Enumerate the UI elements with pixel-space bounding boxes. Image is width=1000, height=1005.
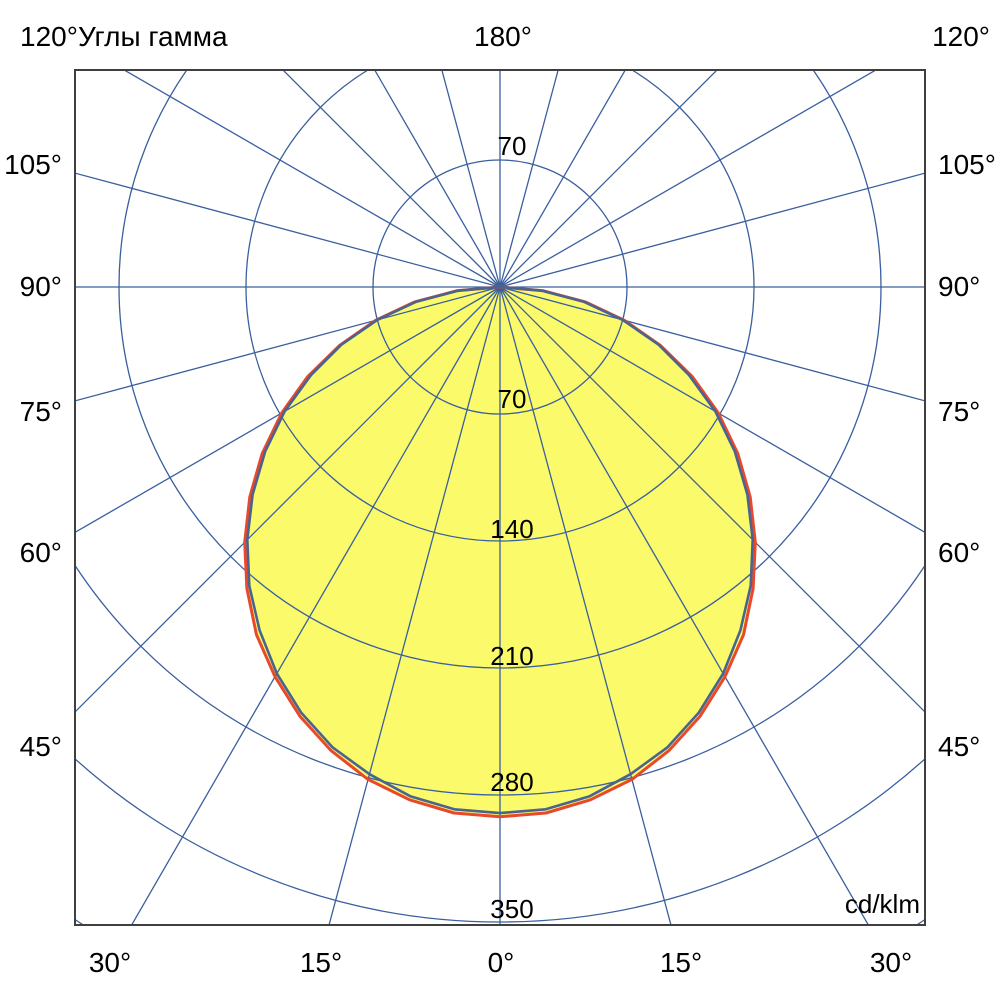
grid-ray <box>130 286 501 925</box>
ring-value-label-210: 210 <box>490 641 533 671</box>
gamma-angle-label-bottom-15L: 15° <box>300 947 342 978</box>
plot-frame <box>74 69 926 926</box>
grid-ray <box>75 286 501 402</box>
ring-value-label-70-top: 70 <box>498 131 527 161</box>
grid-ray <box>75 172 501 288</box>
curve-c90-c270 <box>246 285 754 815</box>
gamma-angle-label-left-75: 75° <box>20 396 62 427</box>
gamma-angle-label-right-90: 90° <box>938 271 980 302</box>
gamma-angle-label-bottom-30L: 30° <box>89 947 131 978</box>
gamma-angle-label-left-90: 90° <box>20 271 62 302</box>
grid-ray <box>328 286 501 925</box>
gamma-angle-label-bottom-30R: 30° <box>870 947 912 978</box>
ring-value-label-140: 140 <box>490 514 533 544</box>
gamma-angle-label-right-45: 45° <box>938 731 980 762</box>
gamma-angle-label-left-105: 105° <box>4 149 62 180</box>
grid-ray <box>499 286 925 402</box>
gamma-angle-label-right-105: 105° <box>938 149 996 180</box>
unit-label: cd/klm <box>845 889 920 919</box>
ring-value-label-350: 350 <box>490 894 533 924</box>
gamma-angle-label-bottom-15R: 15° <box>660 947 702 978</box>
ring-value-label-70-bottom: 70 <box>498 384 527 414</box>
grid-ray <box>75 286 501 534</box>
gamma-angle-label-top-right: 120° <box>932 21 990 52</box>
grid-ray <box>499 286 870 925</box>
grid-ray <box>499 70 559 288</box>
gamma-angle-label-right-75: 75° <box>938 396 980 427</box>
gamma-angle-label-top-left: 120° <box>20 21 78 52</box>
gamma-angle-label-bottom-0: 0° <box>488 947 515 978</box>
grid-ray <box>499 70 878 288</box>
grid-ray <box>499 70 627 288</box>
curve-c0-c180 <box>243 285 757 819</box>
gamma-angle-label-top-center: 180° <box>474 21 532 52</box>
gamma-angle-label-left-60: 60° <box>20 537 62 568</box>
gamma-angle-label-right-60: 60° <box>938 537 980 568</box>
intensity-curves <box>243 285 757 819</box>
grid-ray <box>373 70 501 288</box>
grid-ray <box>499 286 925 534</box>
grid-ray <box>122 70 501 288</box>
grid-ray <box>499 70 718 288</box>
grid-ray <box>441 70 501 288</box>
grid-ray <box>499 172 925 288</box>
chart-title: Углы гамма <box>78 21 228 52</box>
ring-value-label-280: 280 <box>490 767 533 797</box>
gamma-angle-label-left-45: 45° <box>20 731 62 762</box>
grid-ray <box>282 70 501 288</box>
grid-ray <box>499 286 672 925</box>
